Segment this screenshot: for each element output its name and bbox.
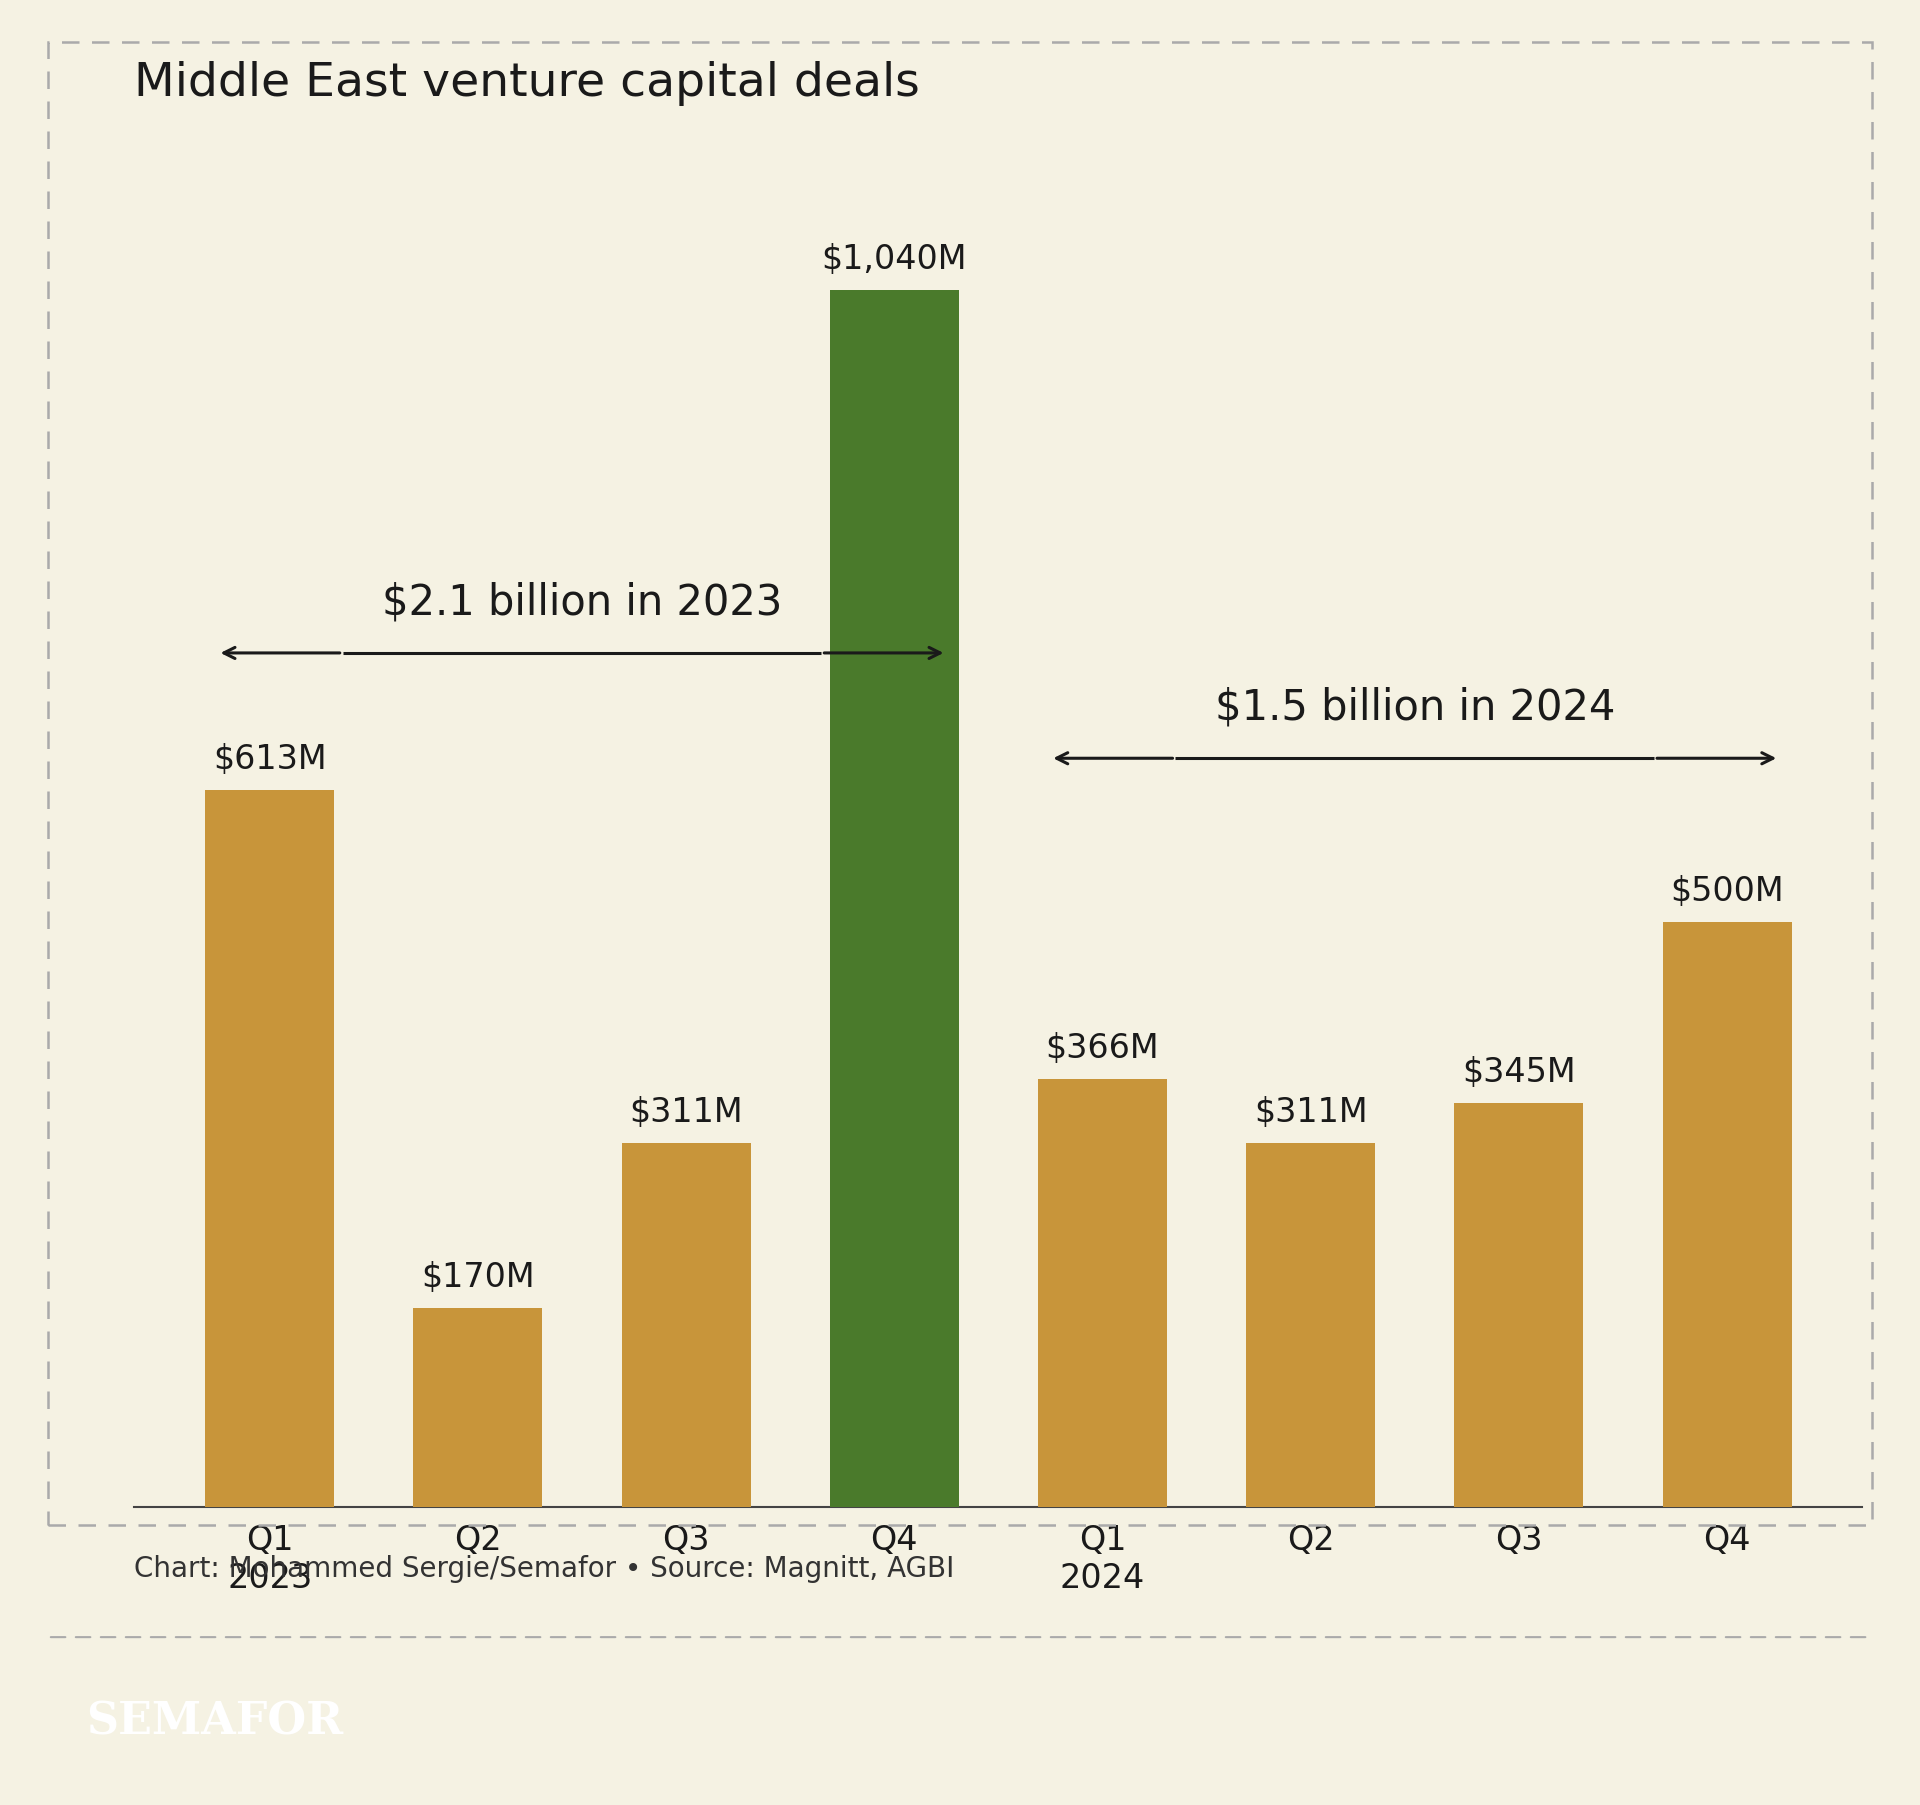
- Bar: [413, 1309, 543, 1507]
- Text: $170M: $170M: [420, 1262, 536, 1294]
- Text: $1,040M: $1,040M: [822, 244, 968, 276]
- Bar: [1453, 1103, 1584, 1507]
- Text: $613M: $613M: [213, 744, 326, 776]
- Text: $500M: $500M: [1670, 875, 1784, 908]
- Bar: [1039, 1079, 1167, 1507]
- Bar: [622, 1143, 751, 1507]
- Text: $1.5 billion in 2024: $1.5 billion in 2024: [1215, 688, 1615, 729]
- Text: SEMAFOR: SEMAFOR: [86, 1700, 344, 1744]
- Bar: [1663, 922, 1791, 1507]
- Text: $345M: $345M: [1461, 1056, 1576, 1090]
- Text: $366M: $366M: [1046, 1032, 1160, 1065]
- Text: Chart: Mohammed Sergie/Semafor • Source: Magnitt, AGBI: Chart: Mohammed Sergie/Semafor • Source:…: [134, 1554, 954, 1583]
- Text: $311M: $311M: [1254, 1096, 1367, 1130]
- Text: $2.1 billion in 2023: $2.1 billion in 2023: [382, 581, 781, 625]
- Bar: [205, 791, 334, 1507]
- Bar: [1246, 1143, 1375, 1507]
- Text: Middle East venture capital deals: Middle East venture capital deals: [134, 61, 920, 106]
- Text: $311M: $311M: [630, 1096, 743, 1130]
- Bar: [829, 291, 958, 1507]
